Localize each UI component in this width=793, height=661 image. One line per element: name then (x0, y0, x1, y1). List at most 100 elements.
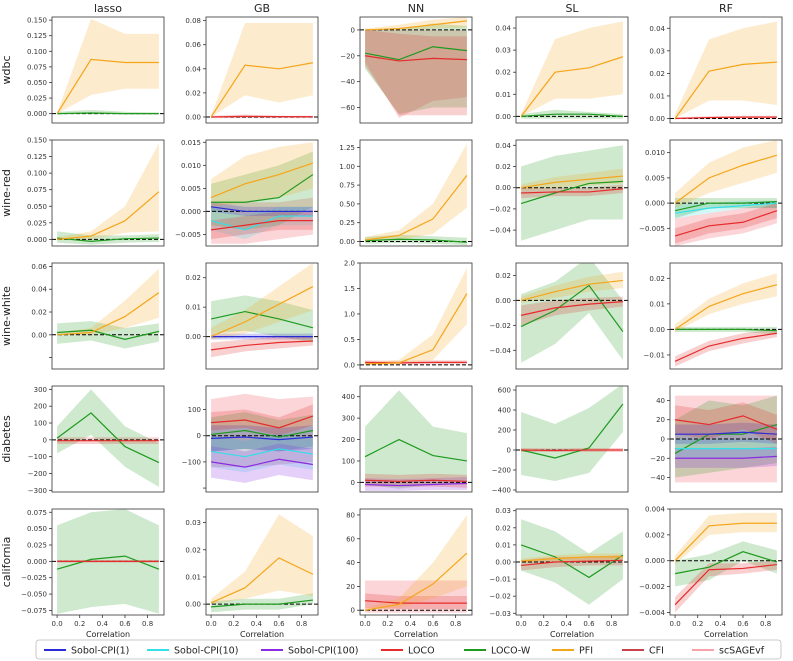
band-scsagevf (365, 580, 467, 613)
line-pfi (674, 154, 778, 204)
y-tick-label: 0.000 (181, 208, 201, 216)
legend-label: Sobol-CPI(1) (71, 646, 129, 657)
band-loco-w (211, 593, 313, 613)
line-loco (674, 210, 778, 237)
x-tick-label: 0.8 (142, 620, 153, 628)
x-tick-label: 0.2 (228, 620, 239, 628)
y-tick-label: 1.0 (344, 310, 355, 318)
panel-wdbc-sl: 0.00 0.01 0.02 0.03 0.04 (495, 16, 629, 124)
line-pfi (365, 20, 467, 31)
legend-item-sobol-cpi-10-: Sobol-CPI(10) (147, 646, 238, 657)
y-tick-label: −200 (492, 467, 511, 475)
y-tick-label: −0.04 (490, 347, 512, 355)
y-tick-label: 0.01 (649, 92, 665, 100)
band-pfi (675, 512, 777, 565)
y-tick-label: −0.01 (490, 576, 511, 584)
y-tick-label: 1.5 (344, 285, 355, 293)
band-pfi (365, 143, 467, 242)
legend-label: scSAGEvf (719, 646, 765, 657)
y-tick-label: 0 (197, 432, 201, 440)
y-tick-label: 0.04 (495, 142, 511, 150)
y-tick-label: 0.150 (27, 137, 47, 145)
panel-diabetes-sl: −400 −200 0 200 400 600 (492, 385, 629, 495)
y-tick-label: 0.00 (339, 238, 355, 246)
y-tick-label: −0.004 (639, 609, 665, 617)
y-tick-label: 0.00 (495, 559, 511, 567)
y-tick-label: 0.002 (645, 531, 665, 539)
line-loco-w (57, 237, 159, 242)
line-loco-w (211, 174, 314, 203)
y-tick-label: 0.75 (339, 182, 355, 190)
y-tick-label: −0.02 (490, 593, 511, 601)
y-tick-label: 0.075 (27, 63, 47, 71)
panel-frame (515, 139, 629, 247)
panel-diabetes-lasso: −300 −200 −100 0 100 200 300 (28, 385, 165, 495)
y-tick-label: 0.02 (185, 89, 201, 97)
panel-frame (515, 385, 629, 493)
legend-label: LOCO-W (491, 646, 531, 657)
y-tick-label: 0 (661, 436, 665, 444)
y-tick-label: 0 (351, 607, 355, 615)
panel-frame (51, 508, 165, 616)
x-tick-label: 0.2 (538, 620, 549, 628)
x-tick-label: 0.4 (97, 620, 109, 628)
y-tick-label: 0.02 (185, 274, 201, 282)
y-tick-label: 0.01 (495, 91, 511, 99)
band-loco-w (675, 395, 777, 478)
panel-wine-red-nn: 0.00 0.25 0.50 0.75 1.00 1.25 (339, 139, 473, 247)
x-tick-label: 0.0 (52, 620, 63, 628)
line-loco (674, 332, 777, 362)
y-tick-label: 0.25 (339, 219, 355, 227)
legend: Sobol-CPI(1) Sobol-CPI(10) Sobol-CPI(100) L… (35, 639, 782, 660)
y-tick-label: 0.125 (27, 153, 47, 161)
x-tick-label: 0.0 (670, 620, 681, 628)
line-loco (675, 116, 777, 120)
line-loco-w (210, 310, 314, 329)
band-loco-w (521, 386, 623, 481)
x-tick-label: 0.0 (206, 620, 217, 628)
line-loco (521, 188, 623, 194)
line-sobol-cpi-1- (211, 206, 313, 213)
line-loco (211, 340, 313, 351)
band-pfi (211, 142, 313, 207)
band-loco (211, 336, 313, 358)
row-title-wine-white: wine-white (0, 286, 13, 346)
panel-diabetes-gb: −100 0 100 (182, 385, 319, 493)
panel-grid: lasso GB NN SL RF wdbc wine-red wine-white diabe… (0, 2, 783, 639)
band-pfi (675, 273, 777, 332)
line-loco (521, 559, 623, 567)
y-tick-label: 0.02 (185, 546, 201, 554)
line-pfi (210, 286, 314, 338)
line-loco (520, 301, 623, 316)
line-loco (211, 220, 313, 231)
x-tick-label: 0.2 (382, 620, 393, 628)
band-pfi (675, 140, 777, 209)
y-tick-label: 100 (342, 457, 355, 465)
band-loco-w (521, 145, 623, 241)
x-axis-label: Correlation (550, 630, 594, 639)
y-tick-label: 60 (346, 535, 355, 543)
y-tick-label: 0.050 (27, 79, 47, 87)
y-tick-label: −100 (182, 458, 201, 466)
x-tick-label: 0.4 (405, 620, 417, 628)
panel-frame (669, 385, 783, 493)
y-tick-label: 0.50 (339, 200, 355, 208)
y-tick-label: 0.02 (31, 309, 47, 317)
band-loco-w (365, 23, 467, 114)
panel-wdbc-lasso: 0.000 0.025 0.050 0.075 0.100 0.125 0.150 (27, 16, 165, 124)
legend-item-loco: LOCO (381, 646, 435, 657)
y-tick-label: 0.000 (27, 236, 47, 244)
y-tick-label: −40 (650, 474, 665, 482)
panel-wdbc-rf: 0.00 0.01 0.02 0.03 0.04 (649, 16, 783, 124)
panel-frame (515, 508, 629, 616)
band-pfi (675, 21, 777, 119)
line-pfi (674, 61, 777, 119)
panel-frame (51, 385, 165, 493)
y-tick-label: 0.5 (344, 336, 355, 344)
band-loco (675, 402, 777, 444)
panel-frame (669, 262, 783, 370)
line-loco-w (56, 412, 160, 464)
line-loco (365, 361, 467, 364)
band-pfi (365, 17, 467, 30)
y-tick-label: 2.0 (344, 260, 355, 268)
